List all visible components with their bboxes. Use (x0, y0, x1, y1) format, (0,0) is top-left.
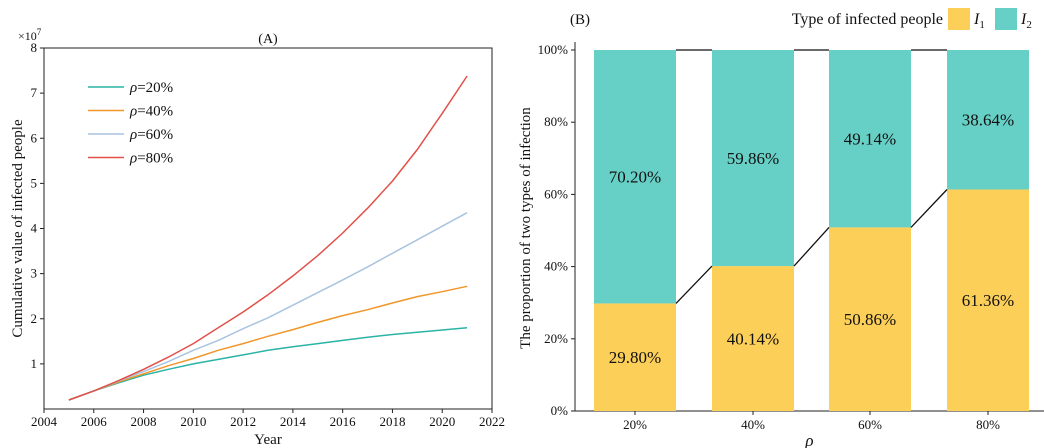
panel-a-legend-label: ρ=40% (129, 104, 173, 120)
panel-b-bar-i1 (947, 189, 1029, 411)
panel-a-y-tick-label: 2 (31, 311, 38, 326)
panel-b-y-axis-label: The proportion of two types of infection (518, 107, 534, 349)
panel-a-x-tick-label: 2008 (131, 414, 157, 429)
panel-b-bar-i2 (594, 50, 676, 304)
panel-b-bar-i1 (829, 227, 911, 411)
panel-b-bar-label-i2: 70.20% (609, 168, 661, 187)
panel-b-x-axis-label: ρ (804, 431, 813, 448)
panel-b-bar-label-i1: 61.36% (962, 291, 1014, 310)
panel-b-bar-i2 (712, 50, 794, 267)
panel-b-legend-label: I2 (1020, 11, 1032, 31)
panel-b-legend-swatch (948, 8, 970, 30)
panel-a-x-tick-label: 2016 (330, 414, 357, 429)
panel-a-y-tick-label: 1 (31, 356, 38, 371)
panel-b-y-tick-label: 60% (544, 186, 568, 201)
panel-a-y-tick-label: 3 (31, 266, 38, 281)
panel-a-plot-frame (43, 47, 493, 410)
panel-b-bar-label-i2: 38.64% (962, 111, 1014, 130)
panel-a-y-tick-label: 4 (31, 221, 38, 236)
panel-b-y-tick-label: 80% (544, 114, 568, 129)
panel-a-label: (A) (258, 32, 278, 47)
panel-b-bar-label-i1: 29.80% (609, 348, 661, 367)
panel-a-x-axis-label: Year (254, 432, 282, 448)
panel-b-y-tick-label: 40% (544, 259, 568, 274)
panel-b-x-tick-label: 40% (741, 417, 765, 432)
panel-b-legend-swatch (995, 8, 1017, 30)
panel-b-x-tick-label: 80% (976, 417, 1000, 432)
panel-a-x-tick-label: 2010 (180, 414, 206, 429)
panel-a-line-chart: (A) 2004 2006 2008 2010 2012 2014 2016 2018 2020 2… (10, 27, 505, 448)
panel-b-bar-i1 (594, 303, 676, 411)
panel-b-x-tick-label: 60% (858, 417, 882, 432)
panel-b-bar-i1 (712, 266, 794, 411)
panel-a-x-tick-label: 2006 (81, 414, 108, 429)
panel-b-legend-label: I1 (973, 11, 985, 31)
panel-b-label: (B) (570, 12, 590, 28)
panel-b-y-tick-label: 100% (538, 42, 569, 57)
panel-a-legend-label: ρ=60% (129, 127, 173, 143)
panel-b-connector-line (675, 265, 713, 304)
panel-a-y-tick-label: 8 (31, 40, 38, 55)
panel-b-bar-label-i1: 50.86% (844, 310, 896, 329)
panel-a-y-axis-label: Cumulative value of infected people (10, 119, 26, 338)
panel-a-x-tick-label: 2004 (31, 414, 58, 429)
panel-b-bar-i2 (947, 50, 1029, 190)
panel-a-y-tick-label: 7 (31, 85, 38, 100)
panel-b-connector-line (793, 226, 830, 267)
panel-a-x-tick-label: 2012 (230, 414, 256, 429)
panel-a-x-tick-label: 2020 (429, 414, 455, 429)
panel-b-legend-title: Type of infected people (792, 11, 943, 28)
panel-a-legend-label: ρ=80% (129, 151, 173, 167)
panel-a-y-tick-label: 5 (31, 175, 38, 190)
panel-a-series-line (68, 212, 468, 401)
panel-b-bar-label-i1: 40.14% (727, 330, 779, 349)
panel-b-x-tick-label: 20% (623, 417, 647, 432)
panel-b-y-tick-label: 0% (551, 403, 569, 418)
panel-a-series-line (68, 327, 468, 401)
panel-b-bar-label-i2: 59.86% (727, 149, 779, 168)
panel-b-stacked-bar-chart: (B) 0% 20% 40% 60% 80% 100% 29.80% 70.20% 20% 40.1… (518, 8, 1044, 448)
panel-a-x-tick-label: 2014 (280, 414, 307, 429)
panel-a-y-multiplier: ×107 (18, 27, 42, 43)
panel-b-y-tick-label: 20% (544, 331, 568, 346)
panel-b-bar-i2 (829, 50, 911, 228)
panel-a-legend-label: ρ=20% (129, 80, 173, 96)
panel-a-x-tick-label: 2018 (379, 414, 405, 429)
panel-b-connector-line (910, 189, 948, 228)
panel-a-series-line (68, 285, 468, 401)
panel-a-series-line (68, 75, 468, 401)
panel-a-x-tick-label: 2022 (479, 414, 505, 429)
panel-b-bar-label-i2: 49.14% (844, 130, 896, 149)
panel-a-y-tick-label: 6 (31, 130, 38, 145)
